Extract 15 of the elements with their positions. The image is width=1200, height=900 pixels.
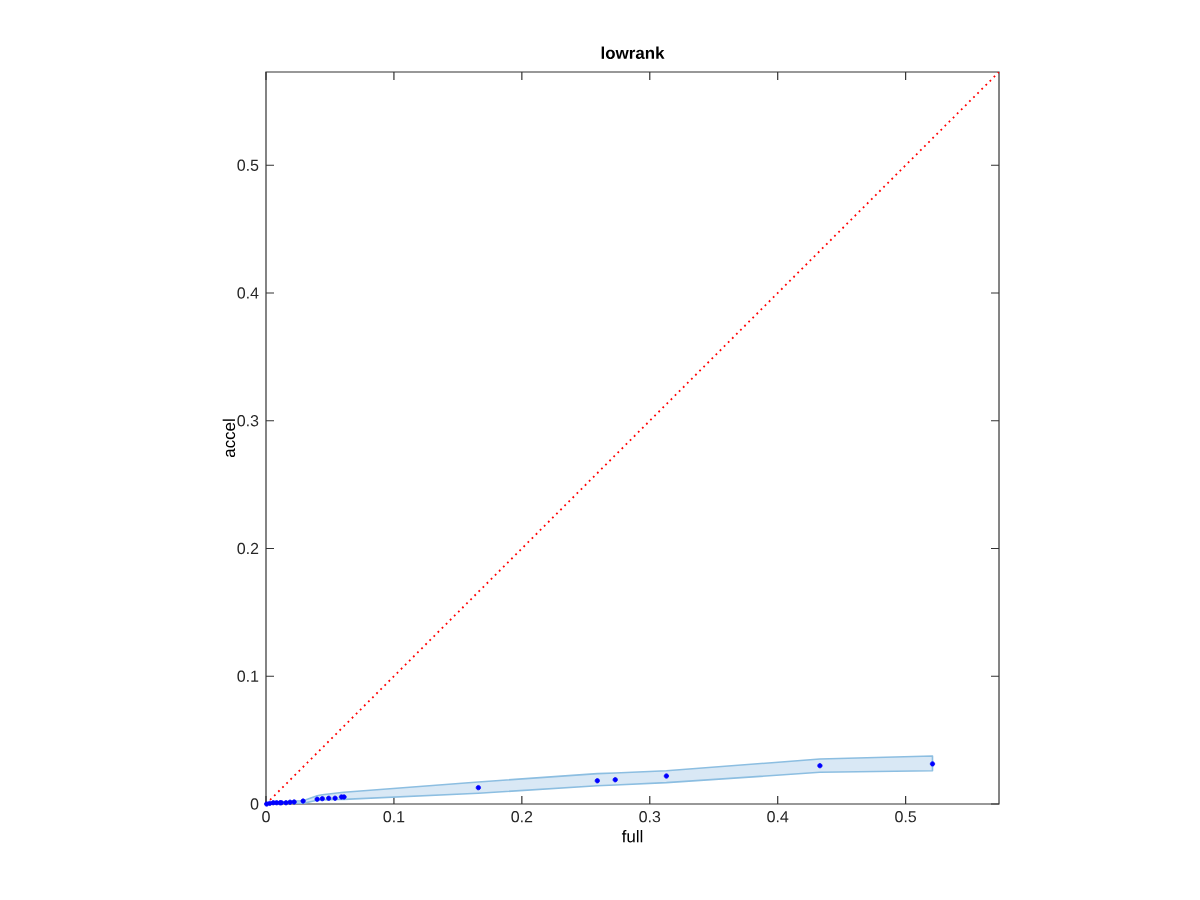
y-tick-label: 0.1 bbox=[237, 670, 259, 682]
x-axis-title: full bbox=[621, 830, 643, 843]
x-tick-label: 0.1 bbox=[383, 811, 405, 823]
x-tick-label: 0.5 bbox=[895, 811, 917, 823]
x-tick-label: 0.2 bbox=[511, 811, 533, 823]
y-tick-label: 0.2 bbox=[237, 542, 259, 555]
y-axis-title: accel bbox=[222, 419, 236, 458]
y-tick-label: 0 bbox=[250, 798, 259, 810]
y-tick-label: 0.5 bbox=[237, 159, 259, 171]
x-tick-label: 0 bbox=[262, 811, 270, 823]
y-tick-label: 0.3 bbox=[237, 415, 259, 427]
chart-title: lowrank bbox=[601, 46, 665, 59]
y-tick-label: 0.4 bbox=[237, 287, 259, 299]
x-tick-label: 0.4 bbox=[767, 811, 789, 823]
x-tick-label: 0.3 bbox=[639, 811, 661, 823]
